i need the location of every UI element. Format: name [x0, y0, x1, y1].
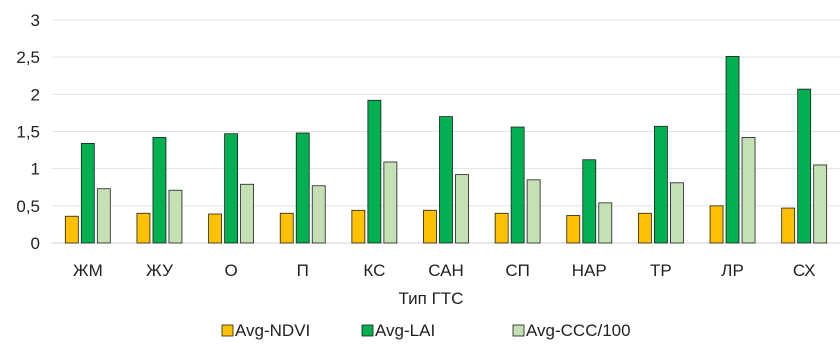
- legend-label: Avg-LAI: [375, 321, 435, 340]
- bar-avg-lai-8: [582, 159, 597, 244]
- x-tick-label: НАР: [572, 261, 607, 280]
- y-tick-label: 1: [31, 160, 40, 179]
- bar-avg-lai-10: [725, 56, 740, 244]
- bar-avg-ndvi-5: [351, 209, 366, 244]
- x-tick-label: СХ: [793, 261, 816, 280]
- x-tick-label: ТР: [650, 261, 672, 280]
- legend-swatch: [361, 324, 374, 337]
- y-tick-label: 2: [31, 85, 40, 104]
- y-tick-label: 1,5: [16, 123, 40, 142]
- bar-avg-ccc-100-1: [96, 188, 111, 244]
- bar-avg-ndvi-10: [709, 205, 724, 244]
- x-tick-label: ЖУ: [146, 261, 173, 280]
- bar-avg-lai-11: [797, 88, 812, 244]
- bar-avg-lai-7: [510, 126, 525, 244]
- bar-avg-ccc-100-3: [240, 183, 254, 244]
- bar-avg-ccc-100-8: [598, 202, 613, 244]
- legend-swatch: [221, 324, 234, 337]
- y-tick-label: 2,5: [16, 48, 40, 67]
- bar-avg-ccc-100-11: [813, 164, 828, 244]
- x-tick-label: КС: [363, 261, 385, 280]
- y-tick-label: 0,5: [16, 197, 40, 216]
- bar-avg-lai-9: [654, 125, 668, 244]
- bar-avg-ccc-100-2: [168, 189, 183, 244]
- bar-avg-lai-6: [439, 116, 453, 244]
- bar-avg-ccc-100-5: [383, 161, 398, 244]
- x-tick-label: П: [297, 261, 309, 280]
- bar-avg-lai-5: [367, 99, 382, 244]
- x-tick-label: ЛР: [721, 261, 744, 280]
- y-tick-label: 3: [31, 11, 40, 30]
- bar-avg-ccc-100-10: [741, 137, 756, 244]
- bar-avg-ccc-100-9: [670, 182, 684, 244]
- bar-avg-ndvi-1: [64, 215, 79, 244]
- bar-avg-ndvi-4: [279, 212, 294, 244]
- bar-avg-lai-3: [224, 133, 238, 244]
- bar-avg-ccc-100-4: [311, 185, 326, 244]
- bar-avg-ndvi-8: [566, 215, 581, 244]
- bar-avg-lai-2: [152, 137, 167, 244]
- bar-avg-ndvi-7: [494, 212, 509, 244]
- x-tick-label: СП: [505, 261, 530, 280]
- bar-avg-lai-1: [80, 142, 95, 244]
- legend-label: Avg-CCC/100: [526, 321, 631, 340]
- x-tick-label: САН: [428, 261, 464, 280]
- bar-avg-ndvi-6: [423, 209, 437, 244]
- x-axis-title: Тип ГТС: [399, 289, 464, 308]
- bar-avg-ccc-100-6: [455, 174, 469, 244]
- x-tick-label: ЖМ: [73, 261, 103, 280]
- bar-avg-lai-4: [295, 132, 310, 244]
- bar-avg-ndvi-3: [208, 213, 222, 244]
- bar-avg-ndvi-9: [638, 212, 652, 244]
- x-tick-label: О: [224, 261, 237, 280]
- legend-swatch: [512, 324, 525, 337]
- legend-label: Avg-NDVI: [235, 321, 310, 340]
- bar-avg-ndvi-2: [136, 212, 151, 244]
- y-tick-label: 0: [31, 234, 40, 253]
- bar-avg-ndvi-11: [781, 207, 796, 244]
- bar-avg-ccc-100-7: [526, 179, 541, 244]
